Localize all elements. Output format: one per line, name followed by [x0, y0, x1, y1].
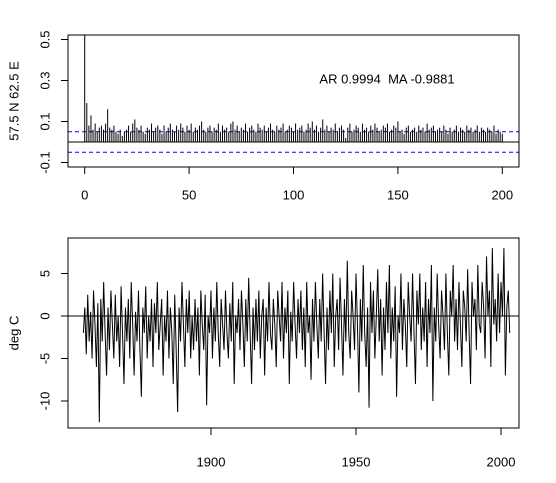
x-tick-label: 1950 [342, 454, 371, 469]
x-tick-label: 150 [387, 187, 409, 202]
y-axis-label: 57.5 N 62.5 E [6, 61, 21, 141]
y-tick-label: -5 [37, 353, 52, 365]
series-line [82, 248, 511, 423]
y-tick-label: 0 [37, 312, 52, 319]
y-tick-label: -0.1 [37, 151, 52, 173]
plot-area [68, 35, 519, 153]
annotation: AR 0.9994 MA -0.9881 [319, 71, 454, 86]
x-tick-label: 100 [283, 187, 305, 202]
x-tick-label: 0 [81, 187, 88, 202]
y-tick-label: 5 [37, 270, 52, 277]
plot-area [68, 248, 519, 423]
y-tick-label: 0.5 [37, 30, 52, 48]
y-tick-label: -10 [37, 392, 52, 411]
x-tick-label: 2000 [487, 454, 516, 469]
y-tick-label: 0.1 [37, 112, 52, 130]
x-tick-label: 200 [491, 187, 513, 202]
x-tick-label: 1900 [197, 454, 226, 469]
y-tick-label: 0.3 [37, 71, 52, 89]
plot-box [67, 237, 520, 429]
y-axis-label: deg C [6, 316, 21, 351]
plot-box [67, 34, 520, 168]
x-tick-label: 50 [182, 187, 196, 202]
